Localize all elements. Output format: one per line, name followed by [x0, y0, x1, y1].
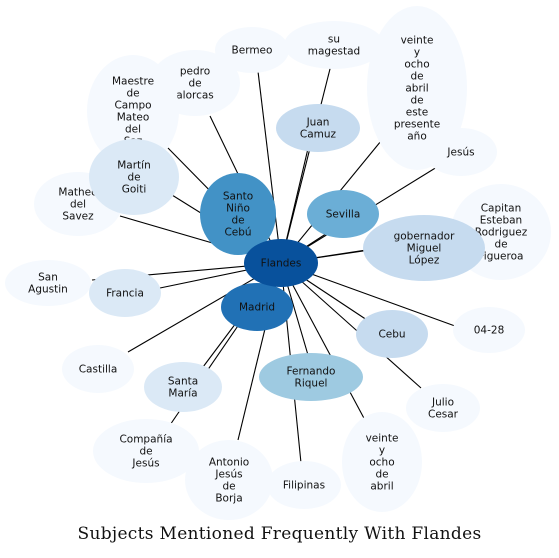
node-gobernador[interactable]: gobernador Miguel López: [363, 215, 485, 281]
edge-su-magestad: [280, 56, 334, 264]
node-maestre-campo[interactable]: MaestredeCampoMateodelSaz: [87, 55, 179, 167]
node-label: su magestad: [308, 34, 360, 58]
node-veinte-ocho-abril[interactable]: veinte y ocho de abril: [342, 412, 422, 512]
node-label: Matheo del Savez: [58, 187, 97, 223]
node-label: gobernador Miguel López: [394, 231, 456, 267]
node-label: Jesús: [446, 147, 474, 159]
node-bubble: [185, 440, 273, 520]
node-label: Castilla: [79, 364, 118, 376]
node-label: Martín de Goiti: [117, 160, 151, 196]
node-julio[interactable]: Julio Cesar: [406, 384, 480, 432]
node-label: Sevilla: [326, 209, 361, 221]
node-bubble: [89, 269, 161, 317]
node-veinte-ocho-abril-presente[interactable]: veinte y ocho de abril de este presente año: [367, 6, 467, 170]
node-san-agustin[interactable]: San Agustin: [5, 260, 91, 306]
node-bubble: [342, 412, 422, 512]
node-bubble: [221, 283, 293, 331]
node-label: Juan Camuz: [300, 117, 337, 141]
node-su-magestad[interactable]: su magestad: [284, 21, 384, 69]
node-santa-maria[interactable]: Santa María: [144, 362, 222, 412]
center-bubble: [244, 239, 318, 287]
node-label: Santa María: [168, 376, 198, 400]
node-label: Antonio Jesús de Borja: [209, 457, 249, 505]
node-label: pedro de alorcas: [176, 66, 214, 102]
node-compania[interactable]: Compañía de Jesús: [93, 419, 199, 483]
node-antonio[interactable]: Antonio Jesús de Borja: [185, 440, 273, 520]
node-center[interactable]: Flandes: [244, 239, 318, 287]
node-d0428[interactable]: 04-28: [453, 307, 525, 353]
nodes: Bermeo su magestad veinte y ocho de abril de este…: [5, 6, 551, 520]
node-bubble: [284, 21, 384, 69]
node-label: Julio Cesar: [428, 397, 459, 421]
node-castilla[interactable]: Castilla: [62, 345, 134, 393]
node-bubble: [87, 55, 179, 167]
node-label: Capitan Esteban Rodriguez de Figueroa: [475, 203, 528, 263]
node-label: Compañía de Jesús: [119, 434, 172, 470]
node-label: Fernando Riquel: [287, 366, 336, 390]
node-label: Filipinas: [283, 480, 325, 492]
node-santo-nino[interactable]: Santo Niño de Cebú: [200, 173, 276, 255]
node-cebu[interactable]: Cebu: [356, 310, 428, 358]
node-bubble: [93, 419, 199, 483]
node-label: Santo Niño de Cebú: [223, 191, 253, 239]
node-label: Madrid: [239, 302, 275, 314]
diagram-title: Subjects Mentioned Frequently With Fland…: [77, 524, 482, 544]
node-label: 04-28: [474, 325, 505, 337]
node-bubble: [259, 353, 363, 401]
node-bubble: [62, 345, 134, 393]
node-bubble: [307, 190, 379, 238]
node-martin-goiti[interactable]: Martín de Goiti: [89, 139, 179, 215]
node-sevilla[interactable]: Sevilla: [307, 190, 379, 238]
node-bubble: [356, 310, 428, 358]
node-jesus[interactable]: Jesús: [425, 128, 497, 176]
node-bubble: [425, 128, 497, 176]
node-label: veinte y ocho de abril de este presente año: [394, 35, 440, 143]
node-bubble: [453, 307, 525, 353]
node-bubble: [276, 104, 360, 152]
node-label: MaestredeCampoMateodelSaz: [112, 76, 154, 148]
center-label: Flandes: [261, 258, 302, 270]
node-fernando[interactable]: Fernando Riquel: [259, 353, 363, 401]
node-bermeo[interactable]: Bermeo: [215, 27, 289, 73]
node-filipinas[interactable]: Filipinas: [267, 461, 341, 509]
node-madrid[interactable]: Madrid: [221, 283, 293, 331]
node-label: veinte y ocho de abril: [366, 433, 399, 493]
node-bubble: [200, 173, 276, 255]
node-bubble: [406, 384, 480, 432]
node-bubble: [5, 260, 91, 306]
edge-bermeo: [256, 62, 282, 264]
node-label: Bermeo: [232, 45, 273, 57]
node-label: Cebu: [378, 329, 405, 341]
node-bubble: [363, 215, 485, 281]
node-bubble: [215, 27, 289, 73]
network-diagram: Bermeo su magestad veinte y ocho de abril de este…: [5, 6, 551, 520]
edge-veinte-ocho-abril: [280, 262, 367, 423]
node-bubble: [89, 139, 179, 215]
node-bubble: [267, 461, 341, 509]
node-bubble: [144, 362, 222, 412]
edge-julio: [280, 262, 422, 389]
node-label: San Agustin: [28, 272, 68, 296]
node-juan-camuz[interactable]: Juan Camuz: [276, 104, 360, 152]
node-label: Francia: [106, 288, 144, 300]
node-francia[interactable]: Francia: [89, 269, 161, 317]
node-bubble: [367, 6, 467, 170]
